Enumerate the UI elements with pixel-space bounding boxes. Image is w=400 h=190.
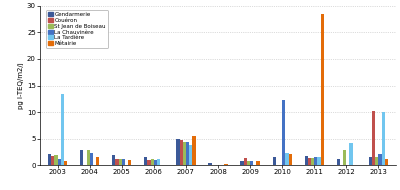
Bar [186,142,189,165]
Bar [189,145,192,165]
Bar [343,150,346,165]
Bar [314,157,318,165]
Bar [183,142,186,165]
Bar [372,111,375,165]
Bar [58,159,61,165]
Bar [224,164,228,165]
Bar [154,160,157,165]
Bar [304,156,308,165]
Legend: Gendarmerie, Couéron, St Jean de Boiseau, La Chauvinère, La Tardière, Métairie: Gendarmerie, Couéron, St Jean de Boiseau… [46,10,108,48]
Bar [157,159,160,165]
Bar [96,157,99,165]
Bar [64,161,67,165]
Bar [151,159,154,165]
Bar [80,150,83,165]
Bar [176,139,180,165]
Bar [48,154,51,165]
Bar [144,157,148,165]
Bar [208,163,212,165]
Bar [350,143,353,165]
Bar [240,161,244,165]
Bar [51,156,54,165]
Bar [311,158,314,165]
Bar [250,161,253,165]
Bar [282,100,285,165]
Bar [375,157,378,165]
Bar [54,155,58,165]
Bar [318,157,321,165]
Bar [378,154,382,165]
Bar [382,112,385,165]
Bar [112,155,115,165]
Bar [321,14,324,165]
Bar [288,154,292,165]
Bar [90,153,93,165]
Bar [61,94,64,165]
Bar [86,150,90,165]
Bar [180,140,183,165]
Bar [192,136,196,165]
Bar [244,158,247,165]
Bar [285,153,288,165]
Bar [337,159,340,165]
Bar [148,160,151,165]
Bar [247,161,250,165]
Bar [308,158,311,165]
Bar [256,161,260,165]
Bar [369,157,372,165]
Bar [118,159,122,165]
Bar [272,157,276,165]
Bar [128,160,132,165]
Bar [122,159,125,165]
Bar [385,159,388,165]
Y-axis label: pg I-TEQ/m2/j: pg I-TEQ/m2/j [18,62,24,109]
Bar [115,159,118,165]
